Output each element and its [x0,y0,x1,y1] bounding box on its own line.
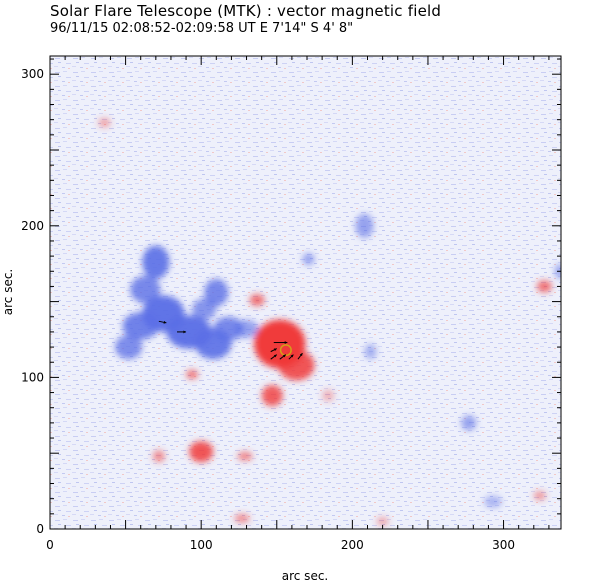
y-tick-label: 0 [36,522,44,536]
tick-labels: 0 100 200 300 0 100 200 300 [21,67,515,552]
chart-title: Solar Flare Telescope (MTK) : vector mag… [50,2,442,20]
negative-polarity-region [130,275,161,304]
axis-ticks [49,56,561,530]
x-tick-label: 300 [492,538,515,552]
positive-polarity-region [189,441,214,463]
y-tick-label: 300 [21,67,44,81]
vector-arrowhead [163,320,167,324]
positive-polarity-region [278,350,315,381]
positive-polarity-region [536,280,552,293]
x-tick-label: 0 [46,538,54,552]
positive-polarity-region [261,384,283,407]
positive-polarity-region [533,491,546,501]
y-tick-label: 200 [21,219,44,233]
negative-polarity-region [234,319,259,338]
vector-arrowhead [183,330,187,334]
negative-polarity-region [461,415,477,431]
positive-polarity-region [237,451,253,461]
negative-polarity-region [122,312,159,340]
negative-polarity-region [204,278,229,307]
field-contour [279,344,292,357]
negative-polarity-region [302,253,315,266]
contours [279,344,292,357]
chart-subtitle: 96/11/15 02:08:52-02:09:58 UT E 7'14" S … [50,21,354,36]
vector-arrowhead [290,354,294,358]
positive-polarity-region [249,294,265,307]
vector-arrowhead [282,354,286,358]
negative-polarity-region [115,334,143,360]
plot-frame [49,55,562,530]
x-axis-label: arc sec. [282,569,328,583]
x-tick-label: 200 [341,538,364,552]
x-tick-label: 100 [190,538,213,552]
vector-arrowhead [273,348,277,352]
negative-polarity-region [142,245,170,279]
positive-polarity-region [322,389,335,402]
negative-polarity-region [213,316,244,342]
y-axis-label: arc sec. [1,269,15,315]
negative-polarity-region [355,213,374,238]
positive-polarity-region [98,118,111,128]
positive-polarity-region [152,450,165,463]
negative-polarity-region [192,298,217,320]
positive-polarity-region [234,513,250,523]
vector-arrowhead [273,354,277,358]
vector-arrowhead [284,341,288,344]
positive-polarity-region [376,516,389,526]
vector-arrows [158,320,303,360]
y-tick-label: 100 [21,370,44,384]
positive-polarity-region [186,369,199,379]
negative-polarity-region [483,495,503,508]
background-noise [50,56,561,529]
vector-arrowhead [299,353,303,357]
polarity-regions [98,118,561,526]
negative-polarity-region [364,344,377,360]
